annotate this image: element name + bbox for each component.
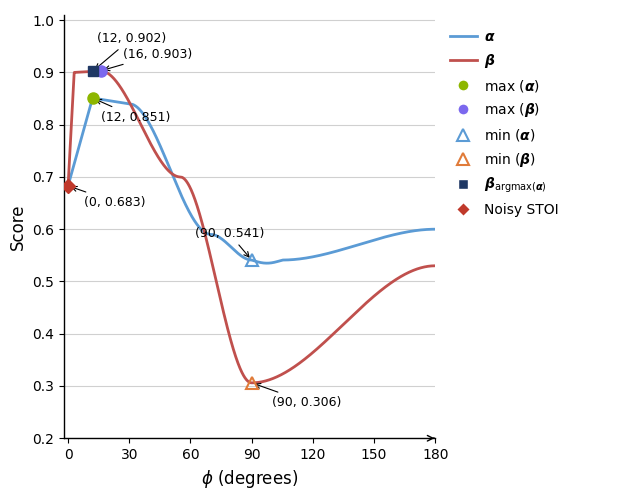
X-axis label: $\phi$ (degrees): $\phi$ (degrees) (201, 468, 298, 490)
Text: (0, 0.683): (0, 0.683) (72, 186, 146, 209)
Legend: $\boldsymbol{\alpha}$, $\boldsymbol{\beta}$, max ($\boldsymbol{\alpha}$), max ($: $\boldsymbol{\alpha}$, $\boldsymbol{\bet… (449, 30, 559, 217)
Text: (90, 0.306): (90, 0.306) (255, 383, 341, 409)
Text: (90, 0.541): (90, 0.541) (195, 227, 264, 257)
Text: (12, 0.902): (12, 0.902) (95, 32, 166, 69)
Text: (16, 0.903): (16, 0.903) (104, 48, 193, 71)
Text: (12, 0.851): (12, 0.851) (96, 100, 170, 124)
Y-axis label: Score: Score (9, 203, 27, 250)
